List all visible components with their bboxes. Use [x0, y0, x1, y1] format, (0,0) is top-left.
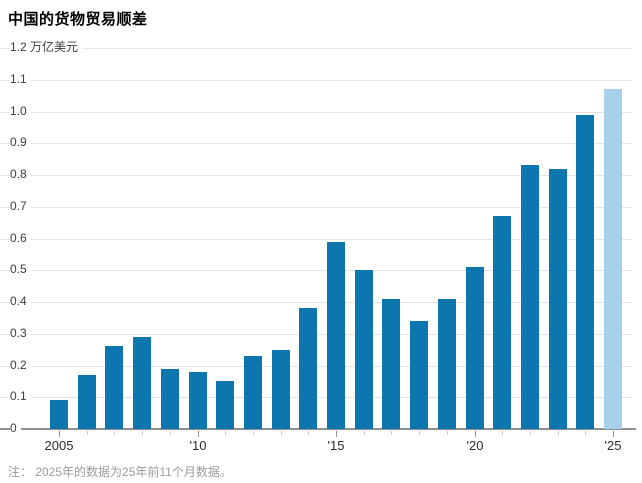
- y-axis-label: 0.3: [10, 326, 31, 340]
- x-axis-tick: [281, 431, 282, 435]
- y-axis-label: 0.2: [10, 358, 31, 372]
- gridline: [0, 302, 632, 303]
- gridline: [0, 175, 632, 176]
- bar-2015: [327, 242, 345, 429]
- bar-2009: [161, 369, 179, 429]
- x-axis-tick: [502, 431, 503, 435]
- x-axis-line: [0, 428, 636, 430]
- x-axis-tick: [530, 431, 531, 435]
- x-axis-major-tick: [336, 431, 337, 437]
- gridline: [0, 270, 632, 271]
- x-axis-label: '10: [189, 438, 207, 453]
- x-axis-tick: [87, 431, 88, 435]
- y-axis-label: 0: [10, 421, 21, 435]
- x-axis-tick: [142, 431, 143, 435]
- gridline: [0, 143, 632, 144]
- x-axis-tick: [308, 431, 309, 435]
- x-axis-label: '20: [466, 438, 484, 453]
- bar-2017: [382, 299, 400, 429]
- y-axis-label: 1.2 万亿美元: [10, 40, 83, 54]
- x-axis-tick: [253, 431, 254, 435]
- bar-2010: [189, 372, 207, 429]
- bar-2011: [216, 381, 234, 429]
- bar-2019: [438, 299, 456, 429]
- bar-2018: [410, 321, 428, 429]
- bar-2005: [50, 400, 68, 429]
- bar-2013: [272, 350, 290, 429]
- x-axis-tick: [585, 431, 586, 435]
- gridline: [0, 239, 632, 240]
- y-axis-label: 0.8: [10, 167, 31, 181]
- y-axis-label: 1.0: [10, 104, 31, 118]
- bar-2012: [244, 356, 262, 429]
- bar-2020: [466, 267, 484, 429]
- bar-2006: [78, 375, 96, 429]
- x-axis-tick: [225, 431, 226, 435]
- x-axis-tick: [170, 431, 171, 435]
- y-axis-label: 0.4: [10, 294, 31, 308]
- gridline: [0, 207, 632, 208]
- x-axis-tick: [419, 431, 420, 435]
- x-axis-label: 2005: [44, 438, 74, 453]
- x-axis-tick: [558, 431, 559, 435]
- bar-2007: [105, 346, 123, 429]
- x-axis-label: '25: [604, 438, 622, 453]
- y-axis-label: 0.7: [10, 199, 31, 213]
- bar-chart: 1.2 万亿美元 1.1 1.0 0.9 0.8 0.7 0.6 0.5 0.4 0.3 0.2 0.…: [0, 35, 642, 455]
- x-axis-major-tick: [475, 431, 476, 437]
- bar-2022: [521, 165, 539, 429]
- x-axis-tick: [447, 431, 448, 435]
- y-axis-label: 0.5: [10, 262, 31, 276]
- x-axis-tick: [364, 431, 365, 435]
- bar-2008: [133, 337, 151, 429]
- y-axis-label: 1.1: [10, 72, 31, 86]
- bar-2021: [493, 216, 511, 429]
- x-axis-major-tick: [613, 431, 614, 437]
- bar-2025: [604, 89, 622, 429]
- bar-2024: [576, 115, 594, 429]
- gridline: [0, 112, 632, 113]
- bar-2023: [549, 169, 567, 429]
- x-axis-tick: [114, 431, 115, 435]
- gridline: [0, 48, 632, 49]
- x-axis-major-tick: [198, 431, 199, 437]
- y-axis-label: 0.9: [10, 135, 31, 149]
- y-axis-label: 0.6: [10, 231, 31, 245]
- x-axis-tick: [391, 431, 392, 435]
- gridline: [0, 80, 632, 81]
- bar-2016: [355, 270, 373, 429]
- chart-title: 中国的货物贸易顺差: [8, 11, 148, 28]
- y-axis-label: 0.1: [10, 389, 31, 403]
- x-axis-label: '15: [327, 438, 345, 453]
- chart-footnote: 注： 2025年的数据为25年前11个月数据。: [8, 465, 232, 479]
- x-axis-major-tick: [59, 431, 60, 437]
- bar-2014: [299, 308, 317, 429]
